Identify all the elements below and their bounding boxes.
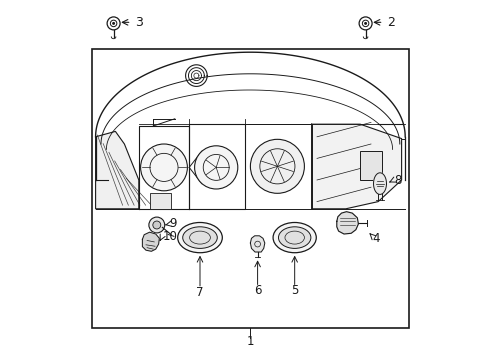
Text: 8: 8 [394,174,402,186]
Text: 1: 1 [246,335,254,348]
Text: 5: 5 [291,284,298,297]
Polygon shape [373,173,387,194]
Circle shape [365,23,367,24]
Polygon shape [250,236,265,252]
Bar [149,193,171,209]
Ellipse shape [273,222,316,253]
Circle shape [113,23,114,24]
Text: 7: 7 [196,286,204,299]
Bar [360,151,382,180]
Polygon shape [96,131,139,209]
Polygon shape [312,124,402,209]
Circle shape [250,139,304,193]
Ellipse shape [278,227,311,248]
Bar [92,49,409,328]
Text: 4: 4 [373,232,380,245]
Ellipse shape [178,222,222,253]
Circle shape [149,217,165,233]
Circle shape [195,146,238,189]
Text: 2: 2 [387,16,395,29]
Text: 9: 9 [170,217,177,230]
Ellipse shape [183,227,217,248]
Circle shape [153,221,161,229]
Text: 6: 6 [254,284,261,297]
Text: 3: 3 [135,16,143,29]
Text: 10: 10 [162,230,177,243]
Polygon shape [337,212,358,234]
Polygon shape [143,232,159,251]
Circle shape [141,144,187,191]
